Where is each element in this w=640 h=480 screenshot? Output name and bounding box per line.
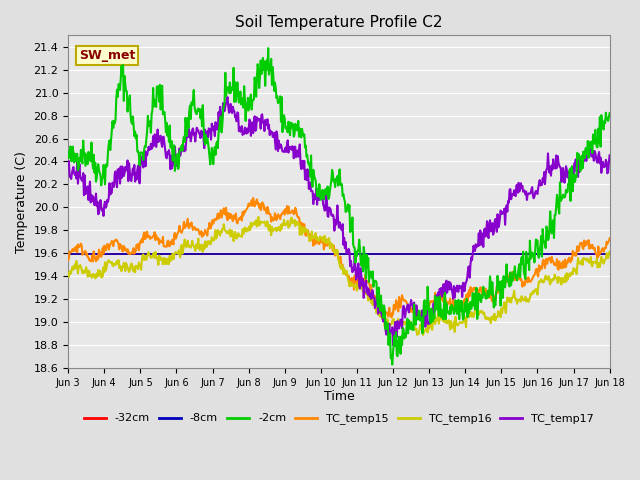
Y-axis label: Temperature (C): Temperature (C) xyxy=(15,151,28,252)
Text: SW_met: SW_met xyxy=(79,48,135,61)
Legend: -32cm, -8cm, -2cm, TC_temp15, TC_temp16, TC_temp17: -32cm, -8cm, -2cm, TC_temp15, TC_temp16,… xyxy=(79,409,598,429)
Title: Soil Temperature Profile C2: Soil Temperature Profile C2 xyxy=(235,15,443,30)
X-axis label: Time: Time xyxy=(323,390,355,403)
